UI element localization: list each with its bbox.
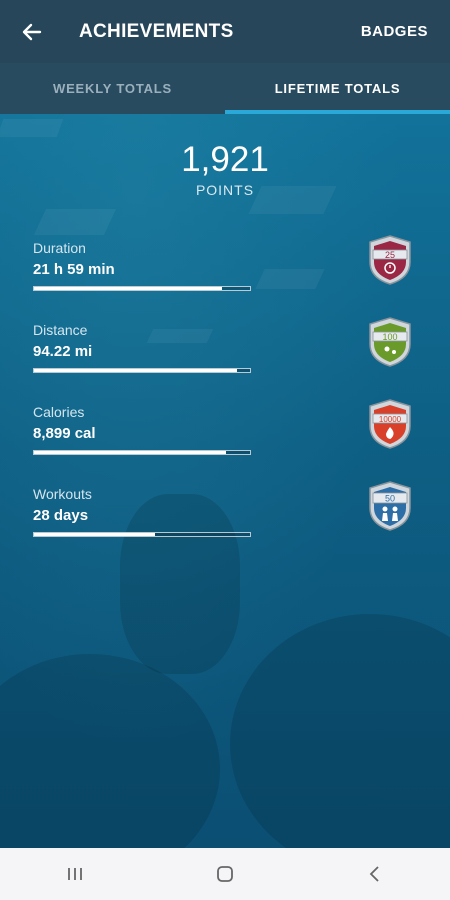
recent-apps-button[interactable]: [55, 854, 95, 894]
app-bar: ACHIEVEMENTS BADGES: [0, 0, 450, 63]
points-label: POINTS: [195, 182, 255, 198]
badge-number: 10000: [379, 415, 402, 424]
stat-value: 21 h 59 min: [33, 261, 115, 278]
stat-label: Distance: [33, 322, 88, 338]
distance-badge-icon[interactable]: 100: [366, 316, 414, 368]
calories-badge-icon[interactable]: 10000: [366, 398, 414, 450]
back-icon: [369, 866, 379, 882]
progress-bar: [33, 368, 251, 373]
home-button[interactable]: [205, 854, 245, 894]
system-nav-bar: [0, 848, 450, 900]
page-title: ACHIEVEMENTS: [79, 20, 234, 42]
badge-number: 50: [385, 494, 395, 504]
badges-button[interactable]: BADGES: [360, 23, 428, 40]
workouts-badge-icon[interactable]: 50: [366, 480, 414, 532]
tab-bar: WEEKLY TOTALS LIFETIME TOTALS: [0, 63, 450, 114]
system-back-button[interactable]: [355, 854, 395, 894]
progress-bar: [33, 532, 251, 537]
background-decoration: [0, 654, 220, 848]
achievements-content: 1,921 POINTS Duration 21 h 59 min 25 Dis…: [0, 114, 450, 848]
stat-distance: Distance 94.22 mi 100: [33, 317, 433, 373]
points-value: 1,921: [181, 140, 269, 179]
background-decoration: [0, 119, 64, 137]
badge-number: 100: [382, 332, 397, 342]
stat-value: 94.22 mi: [33, 343, 93, 360]
duration-badge-icon[interactable]: 25: [366, 234, 414, 286]
progress-fill: [34, 533, 155, 536]
stat-duration: Duration 21 h 59 min 25: [33, 235, 433, 291]
tab-lifetime-totals[interactable]: LIFETIME TOTALS: [225, 63, 450, 114]
progress-fill: [34, 369, 238, 372]
tab-weekly-totals[interactable]: WEEKLY TOTALS: [53, 81, 172, 96]
back-arrow-icon[interactable]: [22, 22, 42, 42]
progress-bar: [33, 286, 251, 291]
stat-label: Calories: [33, 404, 85, 420]
badge-number: 25: [385, 250, 395, 260]
background-decoration: [230, 614, 450, 848]
stat-value: 8,899 cal: [33, 425, 96, 442]
progress-fill: [34, 451, 227, 454]
progress-fill: [34, 287, 222, 290]
home-icon: [217, 866, 233, 882]
progress-bar: [33, 450, 251, 455]
stat-label: Workouts: [33, 486, 92, 502]
stat-value: 28 days: [33, 507, 89, 524]
background-decoration: [33, 209, 117, 235]
stat-calories: Calories 8,899 cal 10000: [33, 399, 433, 455]
recent-apps-icon: [68, 868, 82, 880]
stat-label: Duration: [33, 240, 86, 256]
points-summary: 1,921 POINTS: [0, 140, 450, 198]
background-decoration: [120, 494, 240, 674]
stat-workouts: Workouts 28 days 50: [33, 481, 433, 537]
